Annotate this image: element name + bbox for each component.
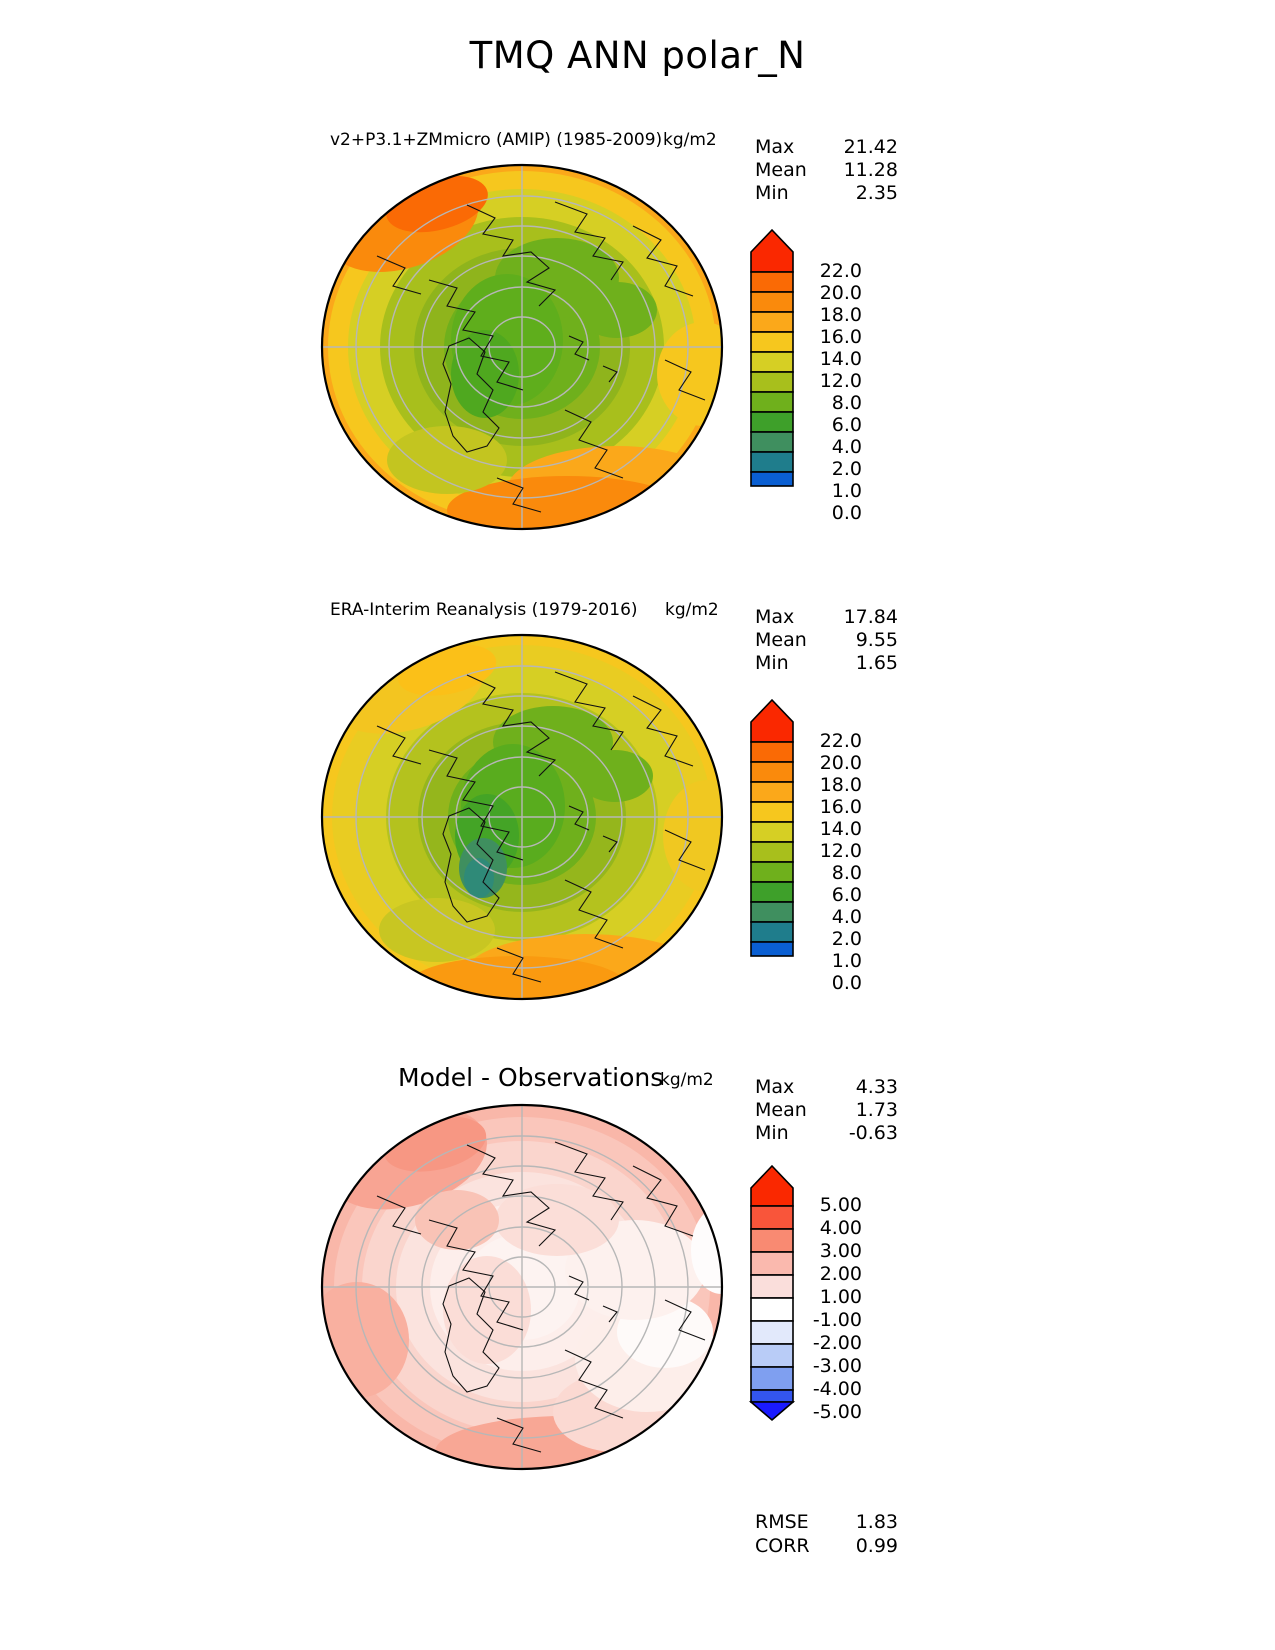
colorbar-observations: 22.0 20.0 18.0 16.0 14.0 12.0 8.0 6.0 4.… (748, 688, 862, 994)
panel-observations: ERA-Interim Reanalysis (1979-2016) kg/m2… (0, 470, 1275, 1030)
map-outline (320, 633, 724, 1001)
panel-observations-units: kg/m2 (665, 600, 719, 620)
polar-map-difference (317, 1100, 727, 1475)
panel-model: v2+P3.1+ZMmicro (AMIP) (1985-2009) kg/m2… (0, 0, 1275, 560)
panel-difference-units: kg/m2 (660, 1070, 714, 1090)
colorbar-difference: 5.00 4.00 3.00 2.00 1.00 -1.00 -2.00 -3.… (748, 1158, 862, 1423)
panel-model-title: v2+P3.1+ZMmicro (AMIP) (1985-2009) (330, 130, 663, 150)
map-outline (320, 163, 724, 531)
panel-difference: Model - Observations kg/m2 Max 4.33 Mean 1… (0, 940, 1275, 1640)
polar-map-observations (317, 630, 727, 1005)
colorbar-model: 22.0 20.0 18.0 16.0 14.0 12.0 8.0 6.0 4.… (748, 218, 862, 524)
panel-observations-title: ERA-Interim Reanalysis (1979-2016) (330, 600, 638, 620)
figure-title: TMQ ANN polar_N (469, 34, 806, 77)
polar-map-model (317, 160, 727, 535)
panel-difference-title: Model - Observations (398, 1063, 664, 1092)
map-outline (320, 1103, 724, 1471)
panel-model-units: kg/m2 (663, 130, 717, 150)
